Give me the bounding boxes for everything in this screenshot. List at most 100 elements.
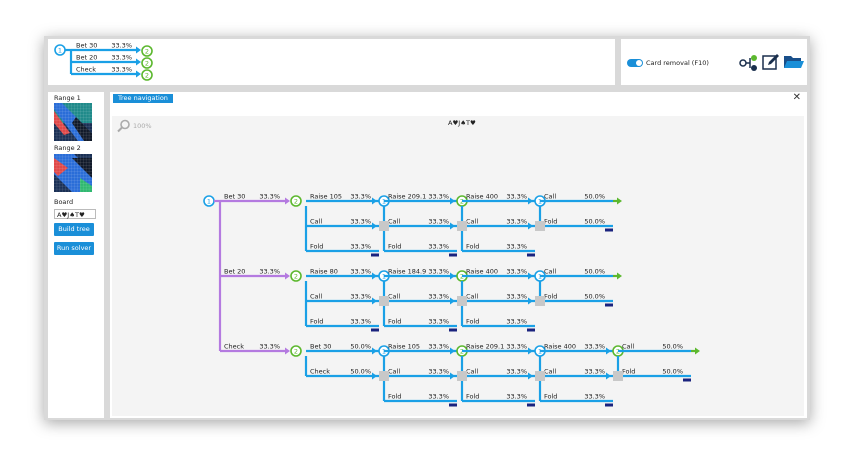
range1-grid[interactable] <box>54 103 92 141</box>
edge-arrow <box>606 347 611 355</box>
action-pct: 50.0% <box>584 293 605 301</box>
edge-arrow <box>450 297 455 305</box>
card-removal-label: Card removal (F10) <box>646 59 709 67</box>
terminal-showdown[interactable] <box>379 296 389 306</box>
action-pct: 33.3% <box>428 193 449 201</box>
mini-arrow <box>136 70 141 78</box>
edge-arrow <box>450 272 455 280</box>
tab-tree-navigation[interactable]: Tree navigation <box>113 94 173 103</box>
root-action-arrow <box>285 197 290 205</box>
terminal-arrow <box>695 347 700 355</box>
terminal-fold[interactable] <box>527 328 535 332</box>
terminal-showdown[interactable] <box>457 371 467 381</box>
group-node[interactable] <box>290 270 302 282</box>
terminal-fold[interactable] <box>371 328 379 332</box>
terminal-showdown[interactable] <box>457 221 467 231</box>
root-action-arrow <box>285 347 290 355</box>
action-label: Raise 209.1 <box>466 343 504 351</box>
run-solver-button[interactable]: Run solver <box>54 242 94 255</box>
edge-arrow <box>372 372 377 380</box>
edge-arrow <box>372 222 377 230</box>
action-pct: 50.0% <box>662 368 683 376</box>
edge-arrow <box>450 197 455 205</box>
action-pct: 33.3% <box>350 268 371 276</box>
terminal-arrow <box>617 272 622 280</box>
range1-label: Range 1 <box>54 94 81 102</box>
root-action-label: Check <box>224 343 244 351</box>
terminal-showdown[interactable] <box>535 221 545 231</box>
terminal-showdown[interactable] <box>535 371 545 381</box>
action-pct: 33.3% <box>506 268 527 276</box>
group-node-label: 2 <box>294 197 298 205</box>
terminal-showdown[interactable] <box>457 296 467 306</box>
mini-node-label: 2 <box>145 59 149 67</box>
mini-node[interactable] <box>141 69 153 81</box>
card-removal-toggle[interactable] <box>627 59 643 67</box>
action-label: Bet 30 <box>310 343 331 351</box>
action-label: Call <box>466 218 478 226</box>
build-tree-button[interactable]: Build tree <box>54 223 94 236</box>
root-action-pct: 33.3% <box>259 343 280 351</box>
zoom-icon[interactable] <box>117 119 131 133</box>
terminal-fold[interactable] <box>371 253 379 257</box>
action-label: Raise 400 <box>466 193 498 201</box>
terminal-fold[interactable] <box>449 253 457 257</box>
terminal-arrow <box>617 197 622 205</box>
action-label: Raise 400 <box>466 268 498 276</box>
terminal-fold[interactable] <box>449 328 457 332</box>
edge-arrow <box>528 197 533 205</box>
board-input[interactable]: A♥J♠T♥ <box>54 209 96 219</box>
range2-grid[interactable] <box>54 154 92 192</box>
mini-root-node-label: 1 <box>58 46 62 54</box>
board-label: Board <box>54 198 74 206</box>
action-label: Call <box>388 293 400 301</box>
edit-icon[interactable] <box>762 53 780 71</box>
group-node[interactable] <box>290 195 302 207</box>
action-label: Fold <box>544 218 557 226</box>
action-pct: 33.3% <box>506 393 527 401</box>
mini-tree: Bet 30 33.3% 2 Bet 20 33.3% 2 Check 33.3% 2 1 <box>54 42 153 81</box>
terminal-fold[interactable] <box>527 403 535 407</box>
edge-arrow <box>372 347 377 355</box>
terminal-fold[interactable] <box>605 303 613 307</box>
edge-arrow <box>528 297 533 305</box>
terminal-showdown[interactable] <box>379 221 389 231</box>
action-pct: 50.0% <box>584 218 605 226</box>
action-label: Fold <box>310 318 323 326</box>
tree-structure-icon[interactable] <box>739 54 759 72</box>
terminal-showdown[interactable] <box>613 371 623 381</box>
folder-icon[interactable] <box>783 54 805 70</box>
action-pct: 33.3% <box>506 193 527 201</box>
mini-root-node[interactable] <box>54 44 66 56</box>
terminal-fold[interactable] <box>449 403 457 407</box>
action-label: Call <box>466 368 478 376</box>
terminal-showdown[interactable] <box>379 371 389 381</box>
mini-node[interactable] <box>141 45 153 57</box>
action-label: Raise 80 <box>310 268 338 276</box>
action-pct: 33.3% <box>350 318 371 326</box>
action-label: Fold <box>544 293 557 301</box>
terminal-fold[interactable] <box>527 253 535 257</box>
terminal-fold[interactable] <box>605 403 613 407</box>
terminal-fold[interactable] <box>683 378 691 382</box>
action-pct: 33.3% <box>584 393 605 401</box>
group-node[interactable] <box>290 345 302 357</box>
mini-arrow <box>136 46 141 54</box>
action-pct: 33.3% <box>428 243 449 251</box>
mini-node-label: 2 <box>145 47 149 55</box>
edge-arrow <box>372 297 377 305</box>
terminal-fold[interactable] <box>605 228 613 232</box>
action-pct: 33.3% <box>428 268 449 276</box>
board-title: A♥J♠T♥ <box>448 119 476 127</box>
range2-label: Range 2 <box>54 144 81 152</box>
edge-arrow <box>528 347 533 355</box>
action-label: Call <box>622 343 634 351</box>
action-label: Call <box>388 368 400 376</box>
mini-node[interactable] <box>141 57 153 69</box>
root-node-label: 1 <box>207 197 211 205</box>
action-pct: 50.0% <box>584 268 605 276</box>
close-icon[interactable]: ✕ <box>792 92 801 103</box>
terminal-showdown[interactable] <box>535 296 545 306</box>
